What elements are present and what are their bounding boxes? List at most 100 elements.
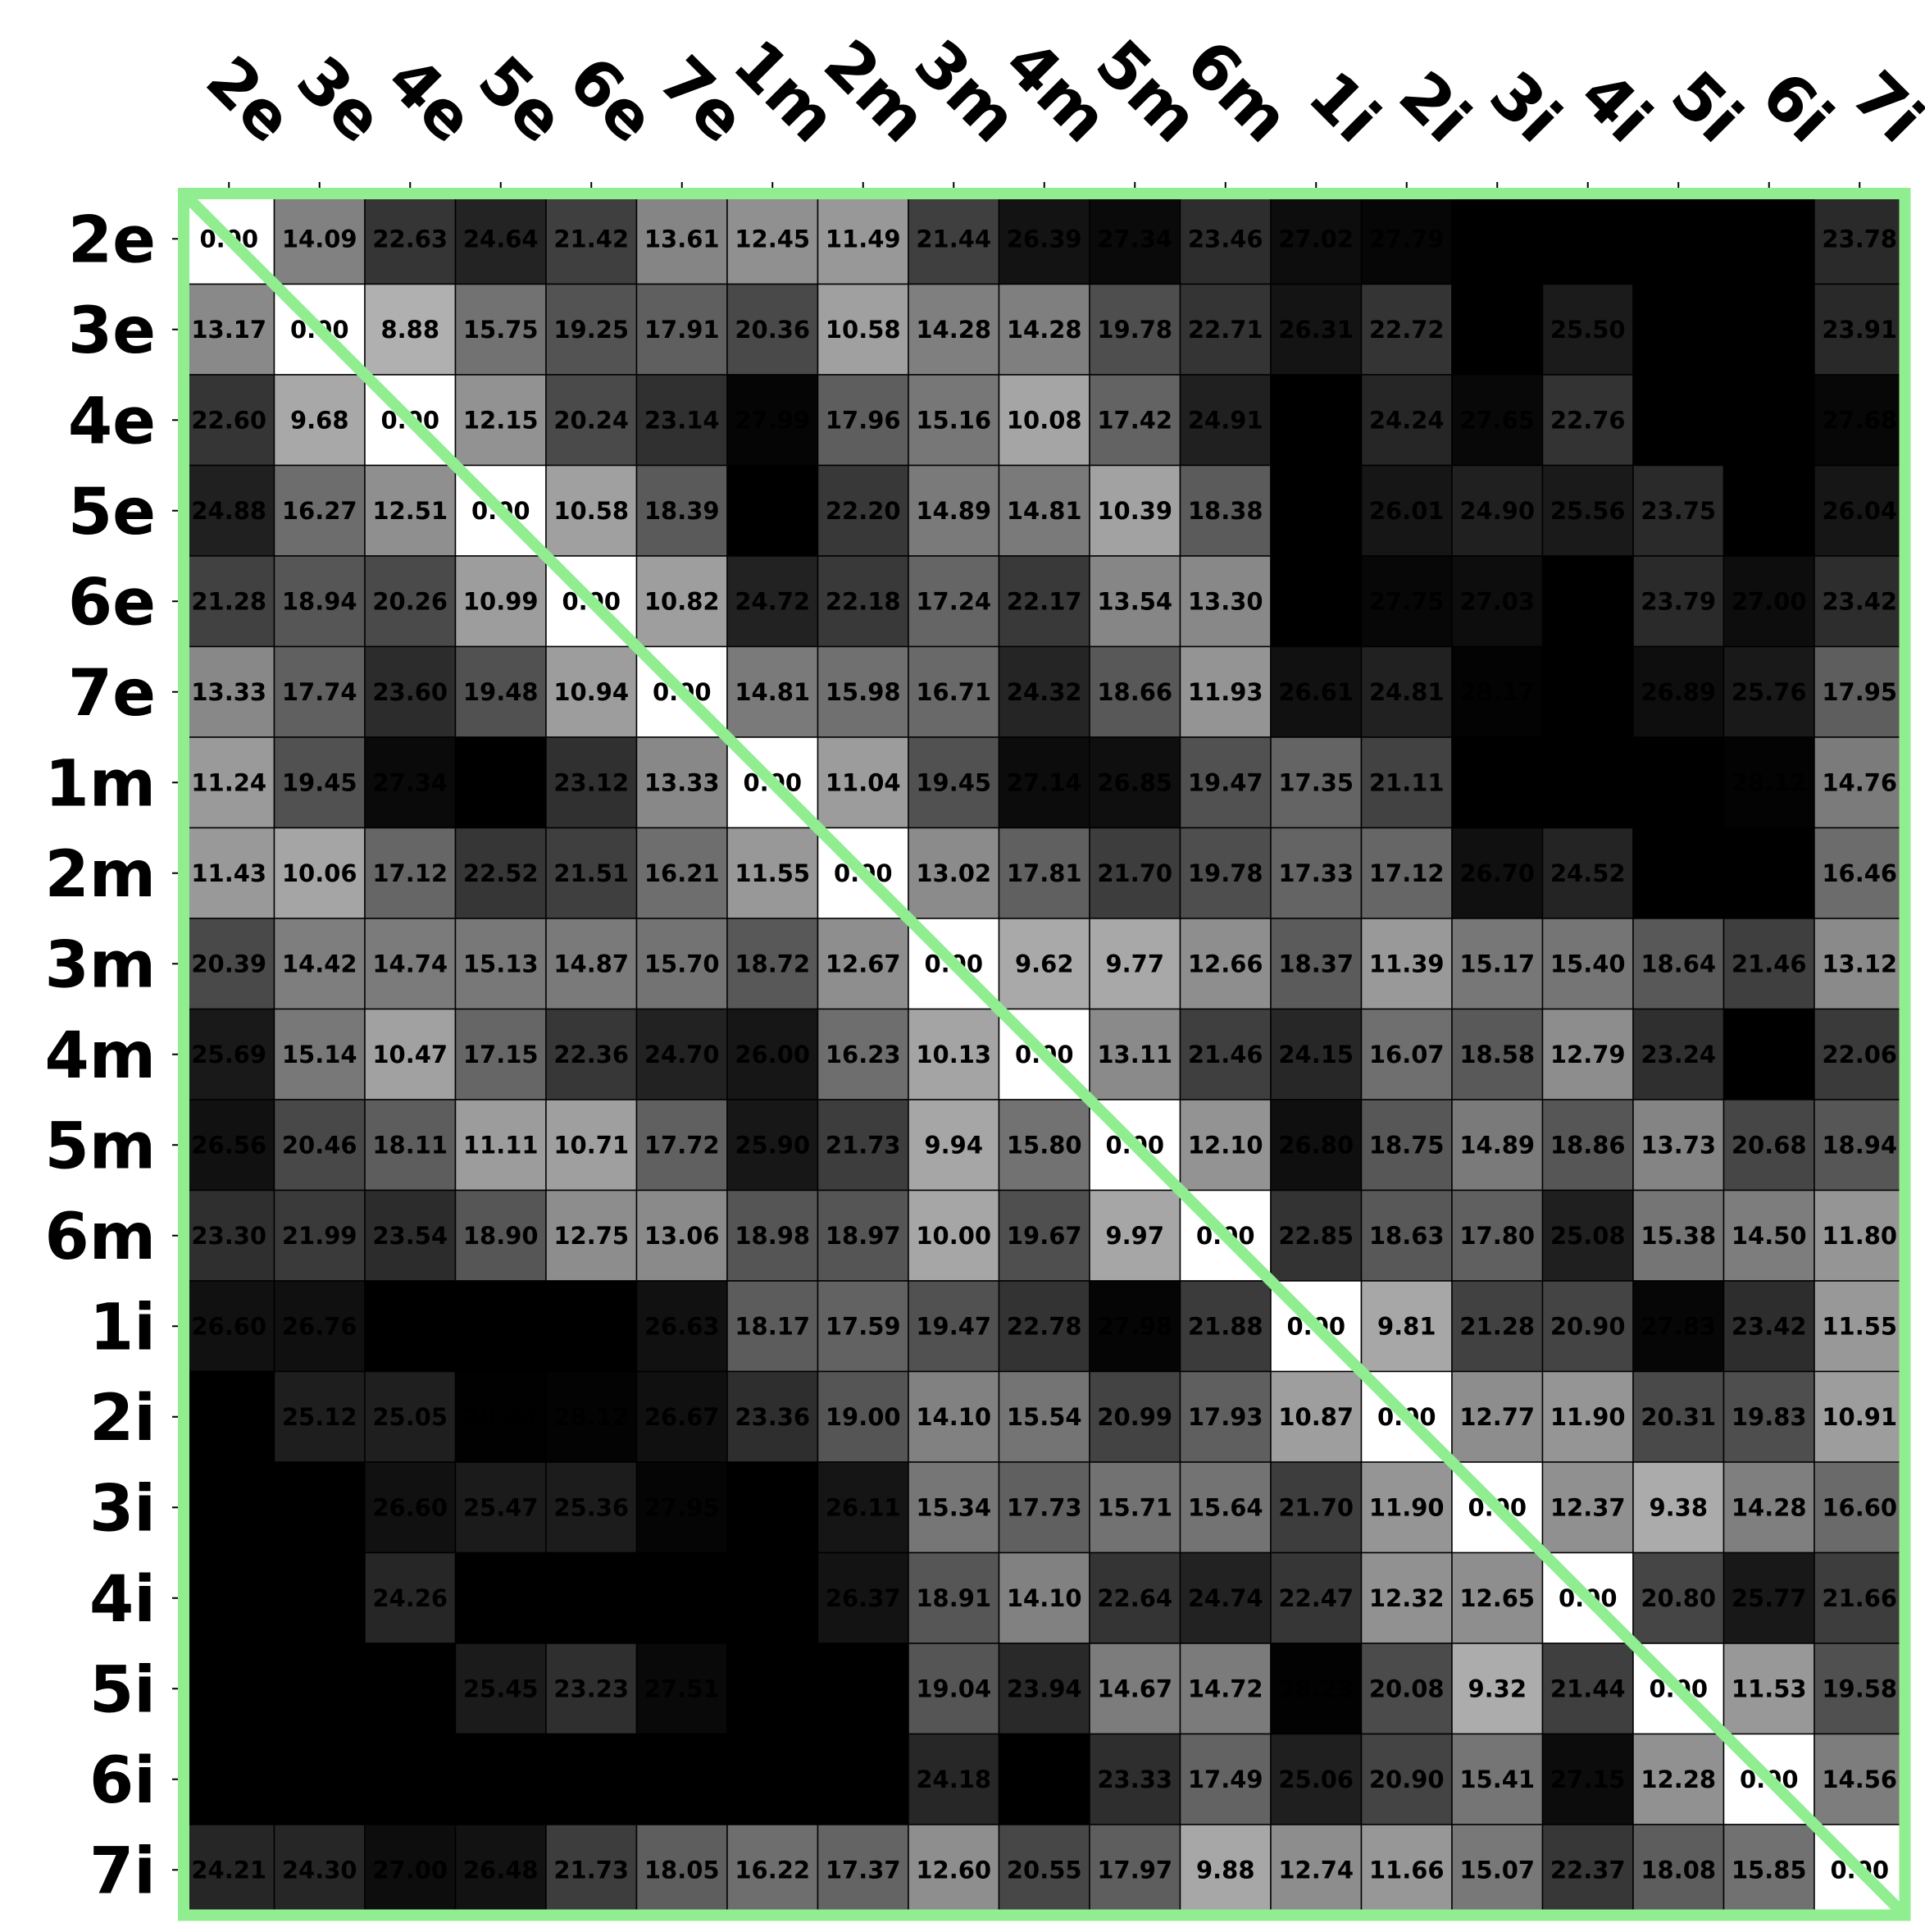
cell-value-label: 25.76 bbox=[1732, 678, 1807, 706]
cell-value-label: 11.80 bbox=[1822, 1222, 1897, 1250]
cell-value-label: 19.58 bbox=[1822, 1675, 1897, 1702]
heatmap-cell bbox=[1360, 555, 1453, 648]
heatmap-cell bbox=[1451, 1370, 1544, 1463]
heatmap-cell bbox=[1722, 1643, 1815, 1735]
cell-value-label: 29.27 bbox=[282, 1493, 357, 1521]
cell-value-label: 21.44 bbox=[1550, 1675, 1626, 1702]
cell-value-label: 15.71 bbox=[1097, 1493, 1172, 1521]
heatmap-cell bbox=[1632, 1008, 1725, 1100]
heatmap-cell bbox=[726, 1824, 819, 1916]
cell-value-label: 18.97 bbox=[826, 1222, 901, 1250]
cell-value-label: 11.04 bbox=[826, 768, 901, 796]
heatmap-cell bbox=[635, 736, 728, 829]
cell-value-label: 20.46 bbox=[282, 1131, 357, 1159]
y-tick-label: 3m bbox=[44, 928, 156, 1002]
heatmap-cell bbox=[454, 1824, 547, 1916]
cell-value-label: 10.00 bbox=[916, 1222, 991, 1250]
heatmap-cell bbox=[1722, 1280, 1815, 1373]
heatmap-cell bbox=[998, 374, 1090, 467]
cell-value-label: 23.30 bbox=[191, 1222, 266, 1250]
heatmap-cell bbox=[1270, 1189, 1363, 1282]
heatmap-cell bbox=[1451, 736, 1544, 829]
cell-value-label: 18.75 bbox=[1369, 1131, 1445, 1159]
heatmap-cell bbox=[364, 1370, 457, 1463]
heatmap-cell bbox=[454, 1008, 547, 1100]
cell-value-label: 16.60 bbox=[1822, 1493, 1897, 1521]
cell-value-label: 12.10 bbox=[1188, 1131, 1263, 1159]
cell-value-label: 27.02 bbox=[1278, 225, 1354, 253]
cell-value-label: 29.18 bbox=[1459, 316, 1535, 344]
y-tick-label: 4i bbox=[89, 1563, 156, 1637]
heatmap-cell bbox=[183, 827, 275, 919]
heatmap-cell bbox=[545, 1552, 638, 1644]
cell-value-label: 28.17 bbox=[1459, 678, 1535, 706]
cell-value-label: 24.52 bbox=[1550, 859, 1626, 887]
heatmap-cell bbox=[1270, 918, 1363, 1010]
cell-value-label: 20.55 bbox=[1007, 1856, 1082, 1884]
heatmap-cell bbox=[908, 1370, 1000, 1463]
cell-value-label: 29.43 bbox=[191, 1403, 266, 1431]
cell-value-label: 25.08 bbox=[1550, 1222, 1626, 1250]
cell-value-label: 21.28 bbox=[1459, 1312, 1535, 1340]
heatmap-cell bbox=[1722, 193, 1815, 285]
y-tick-label: 7i bbox=[89, 1834, 156, 1908]
heatmap-cell bbox=[1270, 464, 1363, 557]
y-tick-label: 2m bbox=[44, 838, 156, 912]
cell-value-label: 26.11 bbox=[826, 1493, 901, 1521]
heatmap-cell bbox=[1722, 374, 1815, 467]
cell-value-label: 9.62 bbox=[1015, 950, 1074, 977]
heatmap-cell bbox=[1270, 1370, 1363, 1463]
cell-value-label: 12.15 bbox=[463, 406, 539, 434]
heatmap-cell bbox=[1722, 1824, 1815, 1916]
cell-value-label: 19.04 bbox=[916, 1675, 991, 1702]
heatmap-cell bbox=[635, 1643, 728, 1735]
cell-value-label: 20.36 bbox=[735, 316, 810, 344]
heatmap-cell bbox=[1722, 1461, 1815, 1554]
heatmap-cell bbox=[1179, 283, 1272, 376]
heatmap-cell bbox=[1089, 555, 1181, 648]
cell-value-label: 17.49 bbox=[1188, 1766, 1263, 1793]
cell-value-label: 17.93 bbox=[1188, 1403, 1263, 1431]
cell-value-label: 14.28 bbox=[1732, 1493, 1807, 1521]
cell-value-label: 15.41 bbox=[1459, 1766, 1535, 1793]
heatmap-cell bbox=[1632, 827, 1725, 919]
heatmap-cell bbox=[364, 555, 457, 648]
heatmap-cell bbox=[908, 1189, 1000, 1282]
heatmap-cell bbox=[998, 645, 1090, 738]
cell-value-label: 24.70 bbox=[644, 1041, 720, 1069]
heatmap-cell bbox=[1360, 1733, 1453, 1825]
cell-value-label: 10.58 bbox=[826, 316, 901, 344]
cell-value-label: 18.86 bbox=[1550, 1131, 1626, 1159]
cell-value-label: 27.00 bbox=[372, 1856, 448, 1884]
heatmap-cell bbox=[454, 1733, 547, 1825]
cell-value-label: 3 bbox=[221, 1493, 237, 1521]
y-tick-label: 6m bbox=[44, 1201, 156, 1274]
cell-value-label: 18.98 bbox=[735, 1222, 810, 1250]
cell-value-label: 26.63 bbox=[644, 1312, 720, 1340]
cell-value-label: 18.94 bbox=[1822, 1131, 1897, 1159]
heatmap-cell bbox=[1360, 1643, 1453, 1735]
heatmap-cell bbox=[635, 374, 728, 467]
heatmap-cell bbox=[635, 1370, 728, 1463]
cell-value-label: 12.77 bbox=[1459, 1403, 1535, 1431]
cell-value-label: 23.14 bbox=[644, 406, 720, 434]
heatmap-cell bbox=[635, 1099, 728, 1192]
heatmap-cell bbox=[545, 736, 638, 829]
heatmap-cell bbox=[545, 1824, 638, 1916]
y-tick-label: 3i bbox=[89, 1472, 156, 1546]
heatmap-cell bbox=[273, 1643, 366, 1735]
heatmap-cell bbox=[545, 1643, 638, 1735]
heatmap-cell bbox=[545, 827, 638, 919]
y-tick-label: 6e bbox=[68, 566, 156, 640]
cell-value-label: 14.10 bbox=[916, 1403, 991, 1431]
heatmap-cell bbox=[1089, 1008, 1181, 1100]
heatmap-cell bbox=[1179, 1099, 1272, 1192]
cell-value-label: 26.04 bbox=[1822, 497, 1897, 525]
cell-value-label: 12.74 bbox=[1278, 1856, 1354, 1884]
heatmap-cell bbox=[1179, 736, 1272, 829]
heatmap-cell bbox=[273, 1370, 366, 1463]
cell-value-label: 17.73 bbox=[1007, 1493, 1082, 1521]
cell-value-label: 20.31 bbox=[1641, 1403, 1716, 1431]
